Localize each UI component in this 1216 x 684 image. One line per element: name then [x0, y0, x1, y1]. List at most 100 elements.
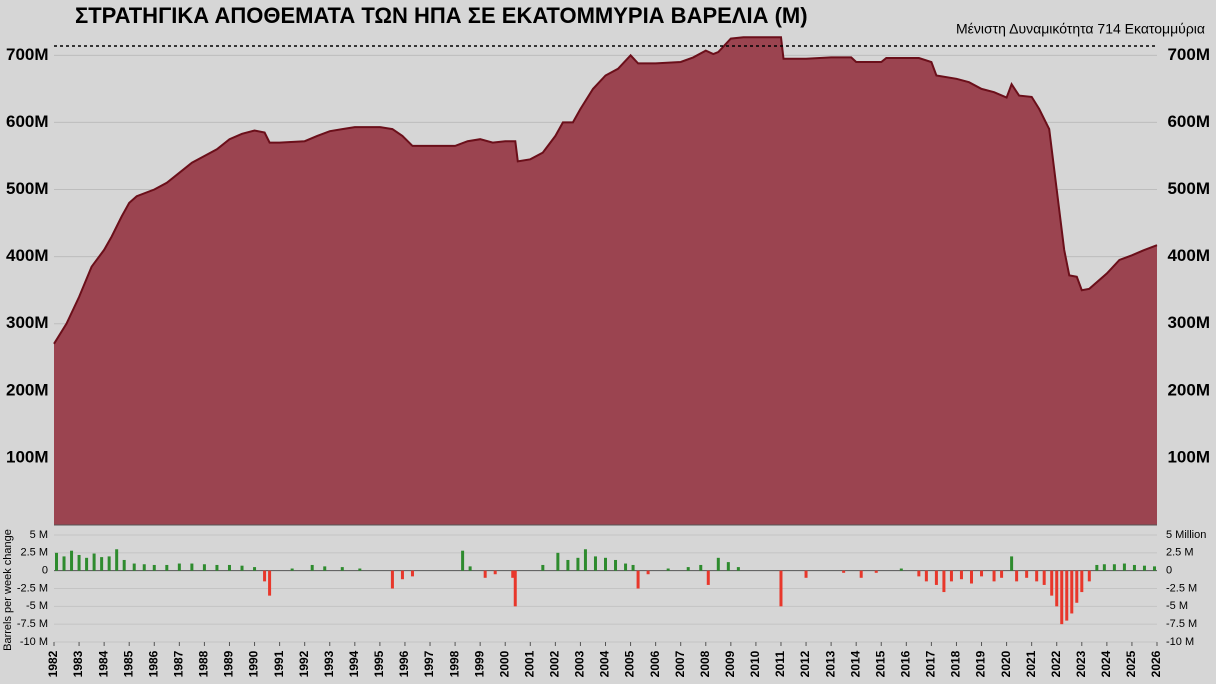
x-tick-label: 1990 — [247, 650, 261, 677]
bar — [62, 556, 66, 571]
bar — [583, 549, 587, 571]
y-tick-label: 400M — [6, 246, 49, 265]
bar — [924, 570, 928, 582]
bar — [240, 565, 244, 571]
bar — [115, 549, 119, 571]
bar — [483, 570, 487, 578]
bar — [541, 564, 545, 571]
y-tick-label: -7.5 M — [17, 618, 48, 630]
x-tick-label: 1999 — [472, 650, 486, 677]
y-axis-label: Barrels per week change — [2, 529, 14, 651]
bar — [92, 553, 96, 571]
bar — [1142, 565, 1146, 571]
bar — [1122, 563, 1126, 571]
bar — [227, 564, 231, 571]
bar — [513, 570, 517, 607]
bar — [942, 570, 946, 593]
bar — [969, 570, 973, 584]
x-tick-label: 2011 — [773, 651, 787, 677]
bar — [410, 570, 414, 577]
bar — [804, 570, 808, 578]
x-tick-label: 2012 — [798, 650, 812, 677]
bar — [1050, 570, 1054, 596]
bar — [992, 570, 996, 582]
bar — [556, 552, 560, 571]
y-tick-label: 700M — [6, 45, 49, 64]
bar — [959, 570, 963, 580]
x-tick-label: 2014 — [848, 650, 862, 677]
bar — [1060, 570, 1064, 625]
bar — [779, 570, 783, 607]
bar — [70, 550, 74, 571]
x-tick-label: 2018 — [949, 650, 963, 677]
x-tick-label: 1988 — [197, 650, 211, 677]
bar — [636, 570, 640, 589]
y2-tick-label: 400M — [1167, 246, 1210, 265]
y2-tick-label: -5 M — [1166, 600, 1188, 612]
bar — [706, 570, 710, 585]
x-tick-label: 2005 — [623, 650, 637, 677]
x-tick-label: 2017 — [924, 650, 938, 677]
y2-tick-label: -2.5 M — [1166, 582, 1197, 594]
x-tick-label: 2000 — [497, 650, 511, 677]
x-tick-label: 2024 — [1099, 650, 1113, 677]
bar — [1152, 566, 1156, 571]
y-tick-label: -10 M — [20, 636, 48, 648]
y2-tick-label: -7.5 M — [1166, 618, 1197, 630]
y-tick-label: 300M — [6, 313, 49, 332]
bar — [390, 570, 394, 589]
x-tick-label: 2015 — [873, 650, 887, 677]
bar — [190, 563, 194, 571]
y2-tick-label: 0 — [1166, 565, 1172, 577]
x-tick-label: 2026 — [1149, 650, 1163, 677]
bar — [493, 570, 497, 575]
bar — [699, 564, 703, 571]
y2-tick-label: 100M — [1167, 447, 1210, 466]
x-tick-label: 2001 — [522, 650, 536, 677]
bar — [842, 570, 846, 573]
x-tick-label: 2025 — [1124, 650, 1138, 677]
x-tick-label: 1985 — [121, 650, 135, 677]
bar — [1065, 570, 1069, 621]
x-tick-label: 2019 — [974, 650, 988, 677]
x-tick-label: 1987 — [172, 650, 186, 677]
bar — [1080, 570, 1084, 593]
area — [54, 37, 1157, 525]
bar — [614, 559, 618, 571]
bar — [980, 570, 984, 577]
bar — [323, 566, 327, 571]
bar — [122, 559, 126, 571]
bar — [177, 563, 181, 571]
x-tick-label: 2003 — [573, 650, 587, 677]
y2-tick-label: -10 M — [1166, 636, 1194, 648]
x-tick-label: 1989 — [222, 650, 236, 677]
chart-title: ΣΤΡΑΤΗΓΙΚΑ ΑΠΟΘΕΜΑΤΑ ΤΩΝ ΗΠΑ ΣΕ ΕΚΑΤΟΜΜΥ… — [75, 3, 808, 28]
x-tick-label: 1982 — [46, 650, 60, 677]
bar — [899, 568, 903, 571]
x-tick-label: 2002 — [548, 650, 562, 677]
y-tick-label: 600M — [6, 112, 49, 131]
bar — [593, 556, 597, 571]
x-tick-label: 1994 — [347, 650, 361, 677]
bar — [310, 564, 314, 571]
x-tick-label: 1997 — [422, 650, 436, 677]
y2-tick-label: 200M — [1167, 380, 1210, 399]
bar — [77, 554, 81, 571]
bar — [646, 570, 650, 575]
bar — [511, 570, 515, 578]
bar — [132, 563, 136, 571]
bar — [340, 567, 344, 571]
bar — [165, 564, 169, 571]
bar — [268, 570, 272, 596]
y-tick-label: -2.5 M — [17, 582, 48, 594]
x-tick-label: 2009 — [723, 650, 737, 677]
bar — [1000, 570, 1004, 578]
x-tick-label: 2006 — [648, 650, 662, 677]
x-tick-label: 2016 — [898, 650, 912, 677]
x-tick-label: 2008 — [698, 650, 712, 677]
x-tick-label: 1986 — [146, 650, 160, 677]
bar — [1070, 570, 1074, 614]
y-tick-label: 5 M — [30, 529, 48, 541]
bar — [576, 557, 580, 571]
y2-tick-label: 5 Million — [1166, 529, 1206, 541]
